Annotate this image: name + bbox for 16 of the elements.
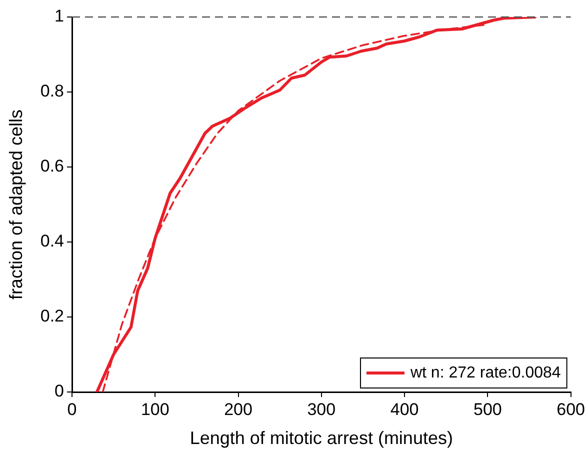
y-tick-label: 0 — [54, 382, 64, 401]
y-tick-label: 1 — [54, 6, 64, 26]
y-tick-label: 0.2 — [40, 306, 64, 326]
x-tick-label: 400 — [390, 400, 419, 419]
y-tick-label: 0.6 — [40, 156, 64, 176]
y-axis-title: fraction of adapted cells — [6, 109, 26, 300]
x-tick-label: 300 — [307, 400, 336, 419]
x-tick-label: 600 — [556, 400, 586, 419]
x-tick-label: 0 — [67, 400, 77, 419]
legend-label: wt n: 272 rate:0.0084 — [409, 364, 561, 382]
x-tick-label: 100 — [140, 400, 170, 419]
y-tick-label: 0.4 — [40, 232, 64, 251]
x-tick-label: 200 — [224, 400, 252, 419]
x-axis-title: Length of mitotic arrest (minutes) — [190, 428, 453, 448]
y-tick-label: 0.8 — [40, 82, 64, 101]
x-tick-label: 500 — [473, 400, 502, 419]
